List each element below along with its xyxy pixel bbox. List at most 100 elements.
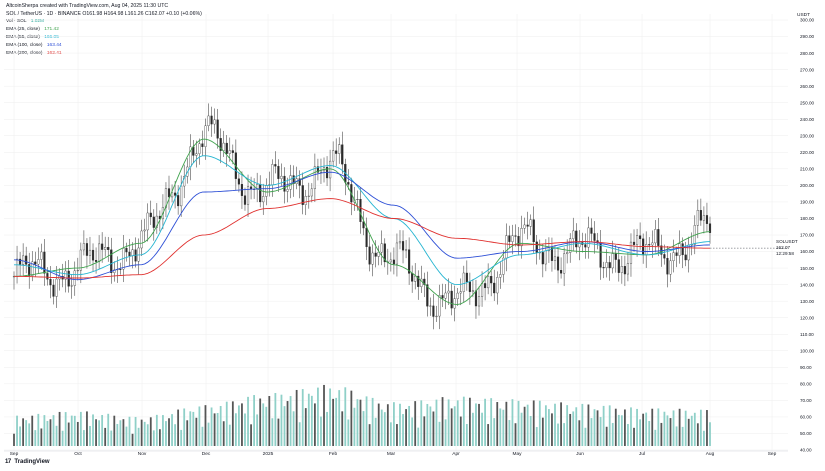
candle-body [471, 290, 475, 292]
ema-lines [13, 138, 788, 305]
candle-body [490, 276, 493, 284]
volume-bar [639, 419, 641, 446]
legend-ema-100[interactable]: EMA (100, close) 163.44 [6, 43, 62, 49]
volume-bar [611, 422, 614, 446]
time-tick-label: Sep [768, 451, 777, 457]
volume-bar [505, 401, 508, 446]
candle-body [31, 261, 34, 276]
volume-bar [435, 399, 438, 446]
volume-bar [380, 409, 383, 446]
candle-body [584, 244, 587, 248]
volume-bar [19, 426, 21, 446]
volume-bar [295, 389, 298, 446]
candle-body [514, 235, 517, 237]
volume-bar [396, 424, 398, 446]
volume-bar [28, 423, 31, 446]
volume-bar [517, 400, 520, 446]
candle-body [307, 195, 310, 197]
volume-bar [177, 409, 180, 446]
volume-bar [572, 411, 575, 446]
volume-bar [16, 415, 18, 446]
volume-bar [590, 418, 593, 446]
volume-bar [362, 411, 365, 446]
legend-ema-25[interactable]: EMA (25, close) 171.42 [6, 27, 59, 33]
volume-bar [95, 419, 97, 446]
candle-body [341, 144, 344, 165]
tradingview-logo[interactable]: 17 TradingView [5, 459, 50, 465]
volume-bar [280, 394, 283, 446]
volume-bar [286, 401, 289, 446]
candle-body [131, 249, 134, 257]
volume-bar [535, 427, 538, 446]
price-axis[interactable]: 300.00 290.00 280.00 270.00 260.00 250.00 240.… [800, 18, 814, 453]
volume-bar [602, 405, 605, 446]
candle-body [43, 251, 46, 274]
volume-bar [201, 426, 204, 446]
candle-body [426, 284, 429, 307]
candle-body [401, 241, 405, 251]
volume-bar [563, 423, 566, 446]
candle-body [645, 244, 648, 256]
candle-body [201, 143, 204, 147]
legend-ema-200[interactable]: EMA (200, close) 162.41 [6, 51, 62, 57]
price-tick-label: 220.00 [800, 150, 814, 155]
volume-bar [289, 396, 292, 446]
volume-bar [569, 413, 572, 446]
volume-bar [593, 409, 596, 446]
volume-bar [40, 428, 43, 446]
volume-bar [383, 412, 386, 446]
legend-ema-55[interactable]: EMA (55, close) 166.05 [6, 35, 59, 41]
candle-body [468, 281, 471, 292]
volume-bar [231, 401, 234, 446]
volume-bar [58, 411, 61, 446]
time-tick-label: Jun [576, 451, 584, 457]
ema-line-200 [13, 198, 710, 279]
volume-bar [241, 403, 243, 446]
volume-bar [183, 408, 186, 446]
price-tick-label: 150.00 [800, 266, 814, 271]
candle-body [559, 270, 563, 274]
volume-bar [329, 388, 331, 446]
candle-body [289, 175, 292, 190]
candle-body [456, 292, 459, 299]
volume-legend[interactable]: Vol · SOL 1.02M [6, 19, 44, 25]
volume-bar [459, 416, 462, 446]
volume-bar [681, 426, 684, 446]
time-tick-label: Feb [329, 451, 338, 457]
volume-bar [599, 417, 602, 446]
volume-bar [386, 404, 389, 446]
volume-bar [414, 401, 417, 446]
candle-body [231, 150, 234, 153]
candle-body [411, 273, 414, 282]
candle-body [283, 175, 286, 192]
volume-bar [271, 418, 274, 446]
volume-bar [89, 425, 91, 446]
volume-bar [356, 399, 359, 446]
candle-body [511, 235, 514, 242]
candle-body [55, 278, 58, 297]
volume-bar [207, 422, 210, 446]
volume-bar [31, 415, 34, 446]
volume-bar [642, 413, 645, 446]
volume-bar [560, 402, 562, 446]
price-tick-label: 140.00 [800, 282, 814, 287]
candle-body [675, 252, 678, 256]
time-axis[interactable]: Sep Oct Nov Dec 2025 Feb Mar Apr May Jun Jul Aug Sep [4, 450, 788, 457]
candle-body [502, 257, 505, 275]
candle-body [174, 192, 177, 196]
volume-bar [399, 403, 401, 446]
volume-bar [417, 427, 420, 446]
candle-body [535, 241, 538, 253]
candle-body [262, 196, 265, 203]
volume-bar [636, 408, 638, 446]
candle-body [429, 305, 432, 307]
candle-body [395, 242, 399, 265]
candle-body [654, 229, 657, 244]
time-tick-label: Sep [10, 451, 19, 457]
volume-bar [292, 411, 295, 446]
candle-body [213, 119, 216, 125]
price-tick-label: 60.00 [800, 415, 812, 420]
volume-bar [219, 405, 222, 446]
